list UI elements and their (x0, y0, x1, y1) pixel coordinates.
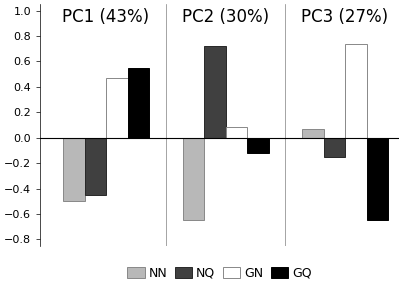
Bar (183, 138, 204, 220)
Bar (324, 138, 345, 157)
Bar (247, 138, 268, 153)
Bar (367, 138, 388, 220)
Legend: NN, NQ, GN, GQ: NN, NQ, GN, GQ (123, 262, 317, 285)
Bar (85, 138, 106, 195)
Bar (128, 68, 149, 138)
Bar (226, 127, 247, 138)
Text: PC1 (43%): PC1 (43%) (62, 8, 150, 26)
Bar (302, 129, 324, 138)
Bar (204, 46, 226, 138)
Bar (345, 44, 367, 138)
Text: PC2 (30%): PC2 (30%) (182, 8, 269, 26)
Text: PC3 (27%): PC3 (27%) (301, 8, 388, 26)
Bar (106, 78, 128, 138)
Bar (63, 138, 85, 201)
